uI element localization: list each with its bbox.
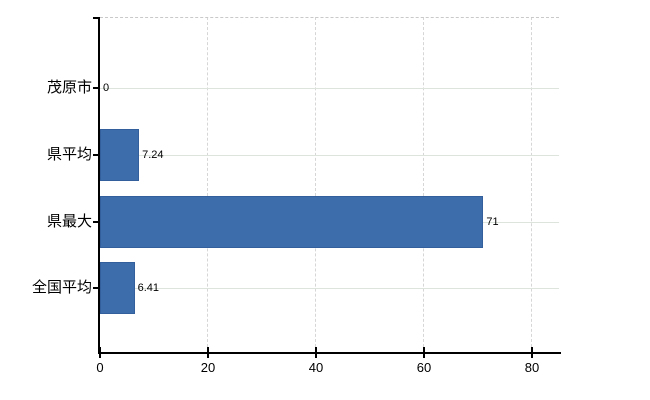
v-gridline (531, 17, 532, 352)
bar-value-label: 7.24 (142, 149, 164, 161)
x-axis-tick-label: 60 (416, 360, 432, 375)
y-axis-line (98, 17, 100, 353)
v-gridline (423, 17, 424, 352)
y-axis-tick (93, 287, 100, 289)
y-axis-top-tick (93, 17, 100, 19)
v-gridline (315, 17, 316, 352)
bar (100, 196, 484, 248)
h-gridline (100, 155, 559, 156)
x-axis-tick (315, 347, 317, 358)
category-label: 茂原市 (46, 79, 92, 96)
bar (100, 129, 140, 181)
category-label: 県最大 (46, 213, 92, 230)
y-axis-tick (93, 221, 100, 223)
bar-value-label: 0 (103, 82, 110, 94)
x-axis-tick-label: 20 (200, 360, 216, 375)
y-axis-tick (93, 154, 100, 156)
h-gridline (100, 288, 559, 289)
bar (100, 262, 135, 314)
x-axis-tick (423, 347, 425, 358)
x-axis-tick (207, 347, 209, 358)
bar-value-label: 71 (486, 216, 499, 228)
v-gridline (207, 17, 208, 352)
plot-area (100, 17, 559, 352)
y-axis-tick (93, 87, 100, 89)
h-gridline (100, 88, 559, 89)
category-label: 全国平均 (31, 279, 92, 296)
x-axis-tick (531, 347, 533, 358)
bar-value-label: 6.41 (137, 282, 160, 294)
x-axis-tick-label: 40 (308, 360, 324, 375)
category-label: 県平均 (46, 146, 92, 163)
x-axis-tick-label: 0 (96, 360, 104, 375)
x-axis-tick-label: 80 (524, 360, 540, 375)
x-axis-tick (99, 347, 101, 358)
x-axis-line (98, 352, 561, 354)
